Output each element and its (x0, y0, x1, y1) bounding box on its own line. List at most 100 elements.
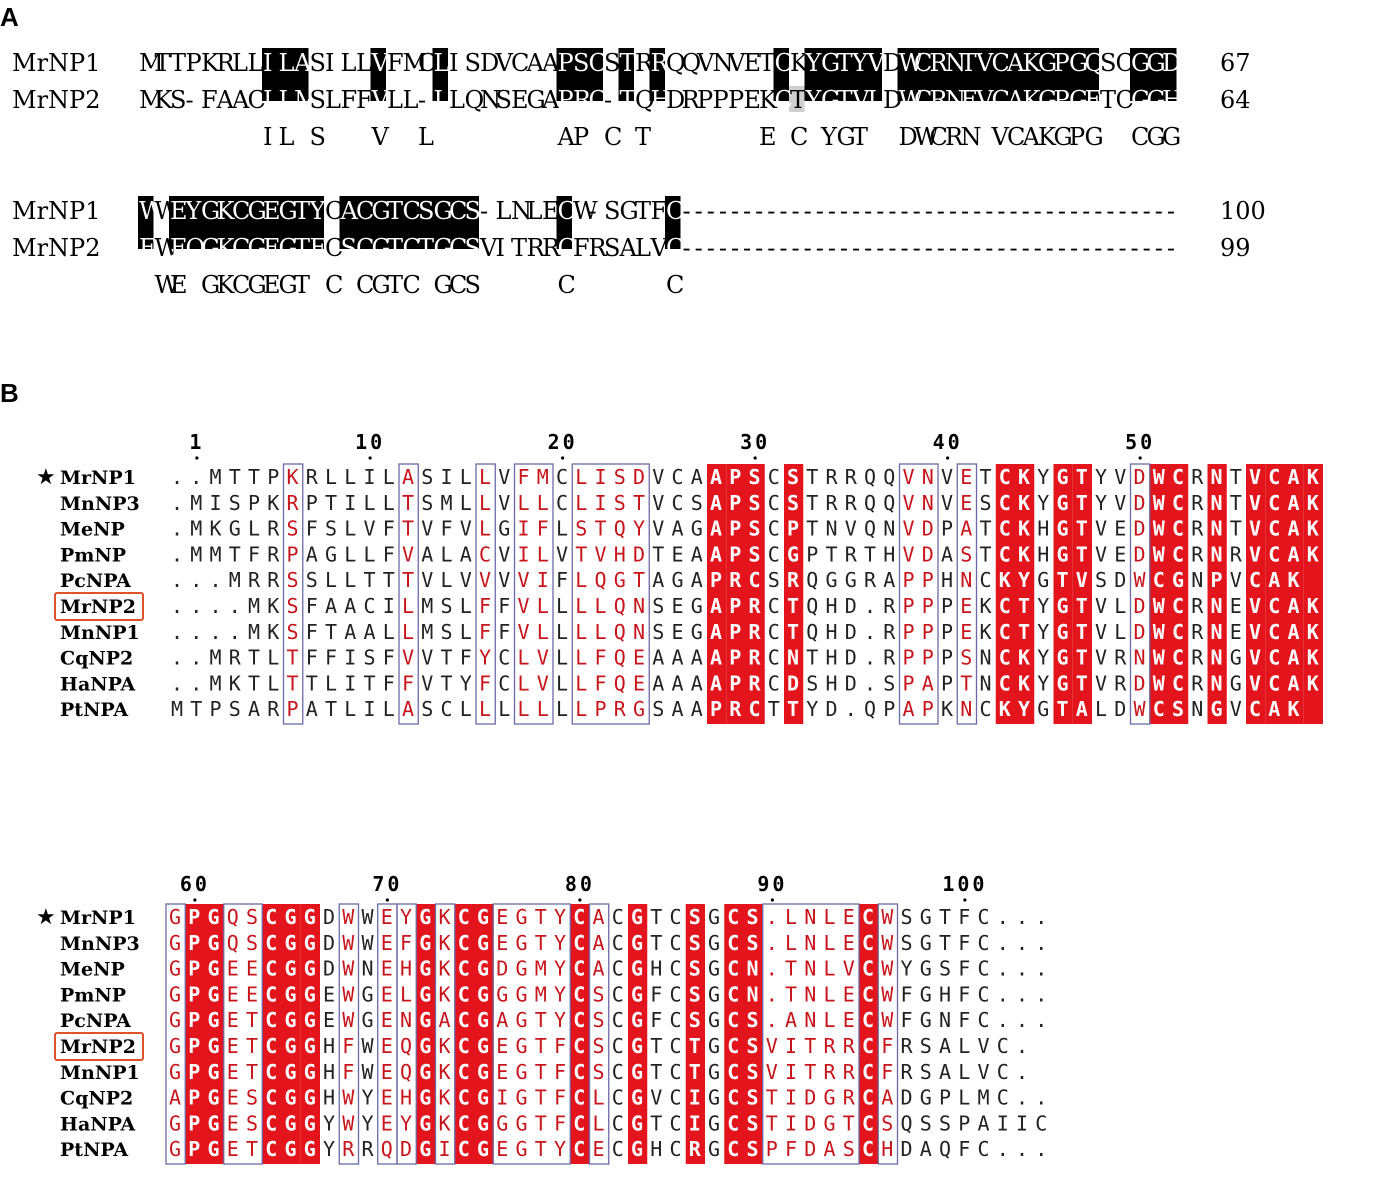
seq-name-MnNP1: MnNP1 (60, 622, 140, 644)
similarity-box (762, 903, 860, 1165)
seq-name-MrNP1: MrNP1 (12, 49, 100, 77)
panel-b-label: B (0, 378, 19, 408)
seq-name-CqNP2: CqNP2 (60, 1088, 133, 1110)
ruler-dot (1138, 456, 1142, 460)
identical-column (185, 904, 205, 1164)
seq-name-PcNPA: PcNPA (60, 1010, 131, 1032)
seq-name-MrNP1: MrNP1 (12, 197, 100, 225)
reference-star: ★ (36, 465, 56, 490)
seq-name-MrNP2: MrNP2 (12, 86, 100, 114)
ruler-tick-label: 50 (1125, 430, 1155, 454)
identical-column (628, 904, 648, 1164)
conserved-block (820, 48, 882, 101)
reference-star: ★ (36, 905, 56, 930)
identical-column (707, 464, 727, 724)
conserved-block (556, 48, 603, 101)
similarity-box (338, 903, 360, 1165)
ruler-dot (193, 898, 197, 902)
identical-column (570, 904, 590, 1164)
identical-column (859, 904, 879, 1164)
ruler-tick-label: 20 (548, 430, 578, 454)
conserved-block (990, 48, 1099, 101)
similarity-box (475, 463, 496, 725)
seq-name-PmNP: PmNP (60, 984, 126, 1006)
ruler-dot (753, 456, 757, 460)
identical-column (454, 904, 474, 1164)
similarity-box (223, 903, 263, 1165)
sequence-end-number: 67 (1220, 49, 1251, 77)
highlighted-sequence-box (54, 1032, 144, 1061)
ruler-tick-label: 1 (189, 430, 204, 454)
identical-column (474, 904, 494, 1164)
seq-name-MeNP: MeNP (60, 519, 125, 541)
similarity-box (513, 463, 554, 725)
identical-column (1284, 464, 1304, 724)
conserved-block (649, 48, 665, 101)
similarity-box (571, 463, 650, 725)
gap-dashes: ----------------------------------------… (683, 197, 1176, 225)
sequence-MrNP1: WWEYGKCGEGTYCACGTCSGCS- LNLECW- SGTFC (139, 197, 684, 225)
ruler-dot (578, 898, 582, 902)
conserved-block (138, 196, 154, 249)
identical-column (1072, 464, 1092, 724)
panel-a-label: A (0, 2, 19, 32)
identical-column (204, 904, 224, 1164)
ruler-dot (561, 456, 565, 460)
identical-column (1246, 464, 1266, 724)
identical-column (1169, 464, 1189, 724)
ruler-tick-label: 80 (565, 872, 595, 896)
conserved-block (556, 196, 572, 249)
conserved-block (200, 196, 324, 249)
similarity-box (434, 903, 456, 1165)
seq-name-MnNP3: MnNP3 (60, 933, 140, 955)
ruler-dot (963, 898, 967, 902)
identical-column (1149, 464, 1169, 724)
similarity-box (956, 463, 978, 725)
identical-column (1303, 464, 1323, 724)
identical-column (1053, 464, 1073, 724)
conserved-block (773, 48, 789, 101)
seq-name-MeNP: MeNP (60, 959, 125, 981)
similar-residue (789, 86, 805, 112)
conserved-block (355, 196, 417, 249)
sequence-end-number: 100 (1220, 197, 1266, 225)
conserved-block (432, 48, 448, 101)
identical-column (995, 464, 1015, 724)
ruler-tick-label: 60 (180, 872, 210, 896)
identical-column (262, 904, 282, 1164)
seq-name-CqNP2: CqNP2 (60, 648, 133, 670)
ruler-tick-label: 90 (757, 872, 787, 896)
similarity-box (1129, 463, 1151, 725)
identical-column (1265, 464, 1285, 724)
ruler-dot (770, 898, 774, 902)
conserved-block (169, 196, 200, 249)
identical-column (685, 904, 705, 1164)
conserved-block (417, 196, 479, 249)
ruler-tick-label: 30 (740, 430, 770, 454)
conserved-block (618, 48, 634, 101)
identical-column (1015, 464, 1035, 724)
identical-column (281, 904, 301, 1164)
similarity-box (898, 463, 939, 725)
conserved-block (1130, 48, 1177, 101)
identical-column (726, 464, 746, 724)
identical-column (300, 904, 320, 1164)
conserved-block (339, 196, 355, 249)
seq-name-PcNPA: PcNPA (60, 570, 131, 592)
